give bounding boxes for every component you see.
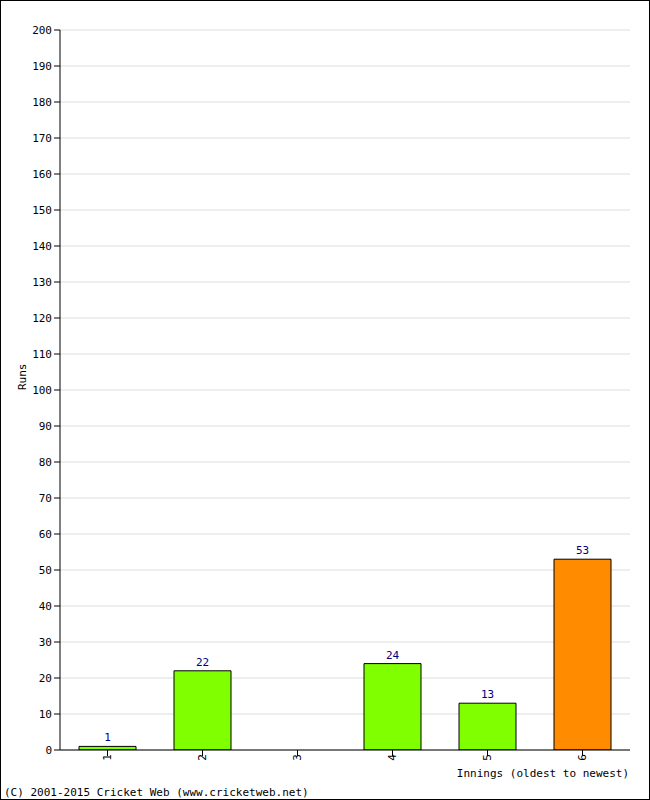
svg-text:180: 180 bbox=[32, 96, 52, 109]
svg-text:200: 200 bbox=[32, 24, 52, 37]
svg-text:1: 1 bbox=[104, 731, 111, 744]
svg-text:10: 10 bbox=[39, 708, 52, 721]
svg-text:0: 0 bbox=[45, 744, 52, 757]
svg-text:90: 90 bbox=[39, 420, 52, 433]
svg-text:130: 130 bbox=[32, 276, 52, 289]
svg-text:140: 140 bbox=[32, 240, 52, 253]
svg-text:4: 4 bbox=[386, 754, 399, 761]
svg-text:50: 50 bbox=[39, 564, 52, 577]
svg-text:30: 30 bbox=[39, 636, 52, 649]
svg-text:40: 40 bbox=[39, 600, 52, 613]
html-text:(C) 2001-2015 Cricket Web (www: (C) 2001-2015 Cricket Web (www.cricketwe… bbox=[4, 786, 309, 799]
svg-text:1: 1 bbox=[101, 754, 114, 761]
svg-text:120: 120 bbox=[32, 312, 52, 325]
svg-text:6: 6 bbox=[576, 754, 589, 761]
html-text:Innings (oldest to newest): Innings (oldest to newest) bbox=[456, 767, 629, 780]
svg-text:2: 2 bbox=[196, 754, 209, 761]
svg-text:5: 5 bbox=[481, 754, 494, 761]
svg-text:53: 53 bbox=[576, 544, 589, 557]
svg-text:20: 20 bbox=[39, 672, 52, 685]
svg-text:160: 160 bbox=[32, 168, 52, 181]
svg-text:Runs: Runs bbox=[16, 364, 29, 391]
svg-text:60: 60 bbox=[39, 528, 52, 541]
svg-text:13: 13 bbox=[481, 688, 494, 701]
svg-text:70: 70 bbox=[39, 492, 52, 505]
svg-text:22: 22 bbox=[196, 656, 209, 669]
svg-text:110: 110 bbox=[32, 348, 52, 361]
svg-text:190: 190 bbox=[32, 60, 52, 73]
svg-text:3: 3 bbox=[291, 754, 304, 761]
svg-text:24: 24 bbox=[386, 649, 400, 662]
svg-text:170: 170 bbox=[32, 132, 52, 145]
svg-text:100: 100 bbox=[32, 384, 52, 397]
svg-text:80: 80 bbox=[39, 456, 52, 469]
svg-text:150: 150 bbox=[32, 204, 52, 217]
